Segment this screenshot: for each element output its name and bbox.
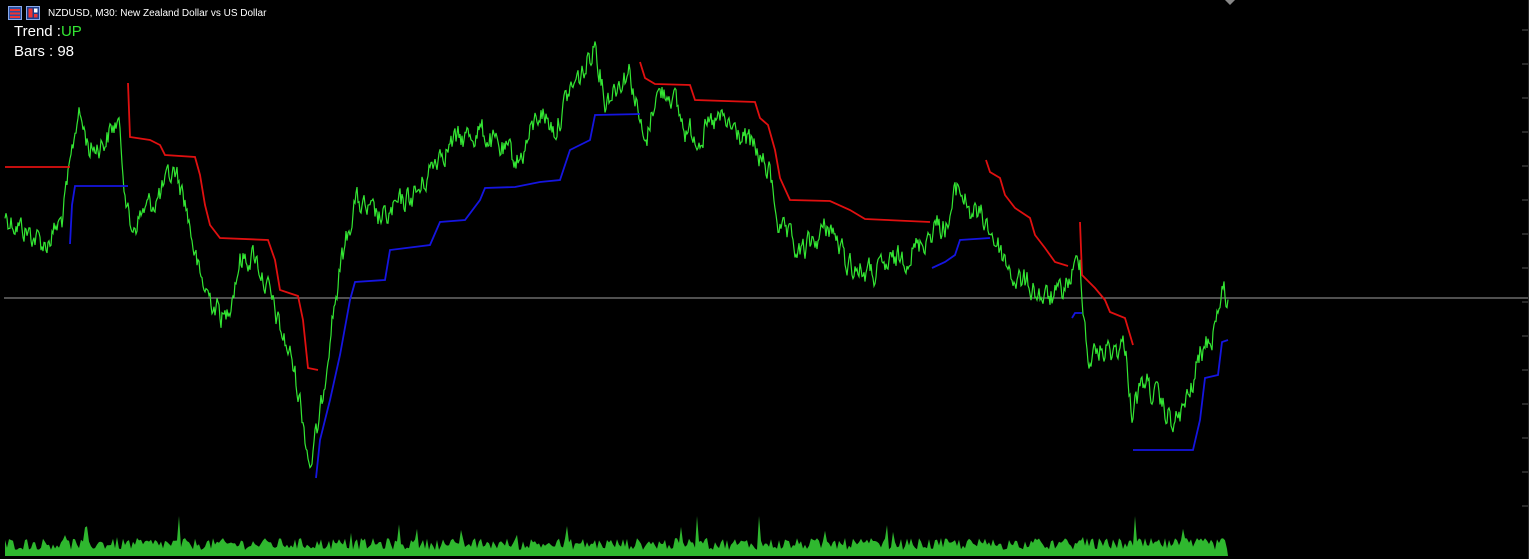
indicator-info-panel: Trend :UP Bars : 98	[14, 22, 82, 62]
trend-label: Trend :	[14, 23, 61, 40]
support-line-segment	[69, 185, 128, 245]
price-line	[4, 41, 1229, 469]
resistance-line-segment	[1079, 221, 1134, 346]
chart-header: NZDUSD, M30: New Zealand Dollar vs US Do…	[8, 5, 266, 21]
support-line-segment	[931, 237, 991, 269]
resistance-line-segment	[985, 159, 1069, 267]
price-scale-ticks	[1522, 29, 1528, 507]
resistance-line-segment	[639, 61, 931, 223]
trend-row: Trend :UP	[14, 22, 82, 42]
bars-count: Bars : 98	[14, 43, 75, 60]
volume-histogram	[5, 516, 1228, 556]
chart-shift-marker[interactable]	[1225, 0, 1235, 5]
support-line-segment	[315, 113, 641, 479]
support-line	[69, 113, 1229, 479]
trend-value: UP	[60, 23, 82, 40]
volume-area	[5, 516, 1228, 556]
support-line-segment	[1071, 312, 1082, 319]
chart-symbol-title: NZDUSD, M30: New Zealand Dollar vs US Do…	[48, 7, 267, 19]
resistance-line-segment	[127, 82, 319, 371]
chart-toggle-icon[interactable]	[26, 6, 40, 20]
chart-list-icon[interactable]	[8, 6, 22, 20]
resistance-line	[5, 61, 1134, 371]
support-line-segment	[1133, 339, 1229, 451]
